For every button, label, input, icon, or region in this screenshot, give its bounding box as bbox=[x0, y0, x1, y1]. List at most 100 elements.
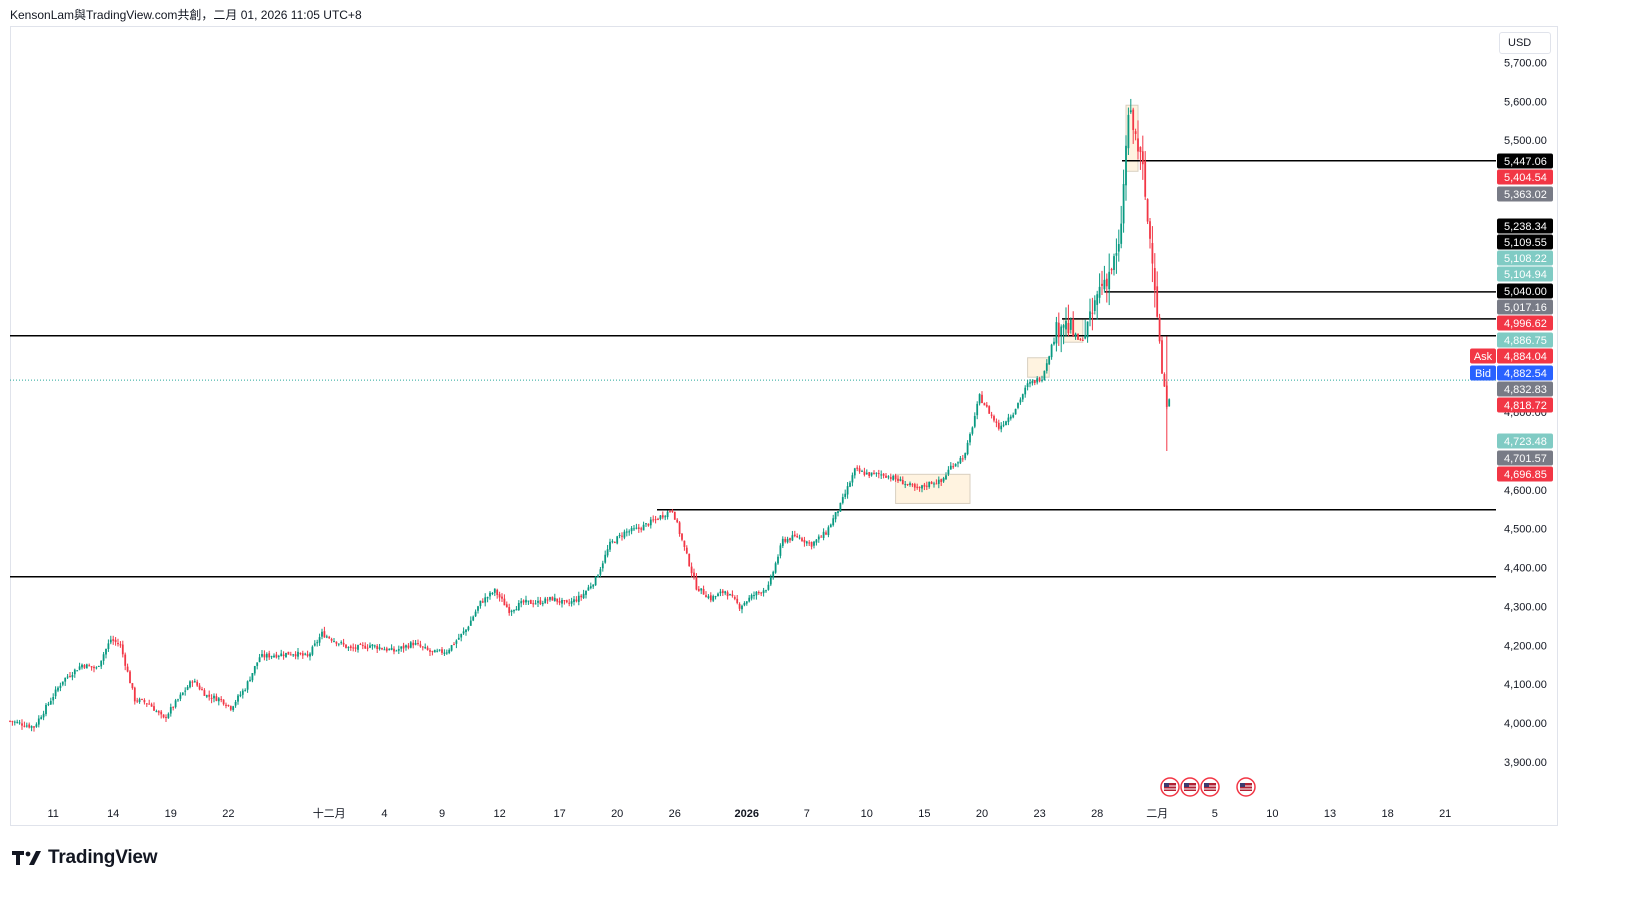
candle-body bbox=[889, 477, 892, 479]
candle-body bbox=[753, 595, 755, 597]
candle-body bbox=[253, 666, 256, 674]
candle-body bbox=[551, 596, 554, 601]
candle-body bbox=[988, 406, 991, 414]
candle-body bbox=[894, 475, 897, 480]
candle-body bbox=[954, 463, 957, 467]
candle-body bbox=[1000, 425, 1003, 430]
candle-body bbox=[693, 572, 695, 577]
candle-body bbox=[21, 723, 23, 726]
candle-body bbox=[517, 603, 520, 611]
price-label: 5,108.22 bbox=[1504, 253, 1547, 265]
candle-body bbox=[285, 652, 287, 658]
candle-body bbox=[472, 616, 475, 621]
candle-body bbox=[93, 666, 95, 669]
x-tick-label: 12 bbox=[493, 808, 505, 820]
us-flag-canton bbox=[1204, 783, 1209, 787]
candle-body bbox=[54, 689, 57, 697]
candle-body bbox=[1139, 146, 1142, 153]
candle-body bbox=[105, 648, 107, 655]
x-tick-label: 二月 bbox=[1146, 808, 1168, 820]
candle-body bbox=[424, 647, 427, 649]
candle-body bbox=[277, 655, 280, 657]
candle-body bbox=[311, 646, 314, 655]
candle-body bbox=[767, 584, 770, 590]
price-label-bg bbox=[1497, 169, 1553, 185]
candle-body bbox=[743, 602, 746, 606]
candle-body bbox=[1122, 184, 1125, 224]
candle-body bbox=[661, 515, 664, 518]
candle-body bbox=[561, 599, 563, 604]
candle-body bbox=[90, 666, 93, 668]
y-tick-label: 5,500.00 bbox=[1504, 135, 1547, 147]
candle-body bbox=[1050, 344, 1053, 358]
x-tick-label: 十二月 bbox=[313, 806, 346, 820]
candle-body bbox=[453, 644, 455, 646]
candle-body bbox=[126, 666, 129, 672]
candle-body bbox=[172, 706, 175, 708]
candle-body bbox=[83, 665, 86, 668]
candle-body bbox=[52, 697, 55, 701]
candle-body bbox=[755, 591, 758, 596]
x-tick-label: 20 bbox=[976, 808, 988, 820]
candle-body bbox=[37, 718, 40, 725]
candle-body bbox=[789, 538, 791, 541]
candle-body bbox=[961, 458, 964, 460]
candle-body bbox=[145, 703, 148, 705]
candle-body bbox=[1081, 339, 1084, 341]
candle-body bbox=[294, 654, 297, 657]
candle-body bbox=[786, 538, 789, 543]
candle-body bbox=[676, 519, 679, 523]
x-tick-label: 5 bbox=[1212, 808, 1218, 820]
candle-body bbox=[964, 453, 967, 459]
candle-body bbox=[501, 596, 503, 599]
tradingview-logo[interactable]: TradingView bbox=[12, 846, 158, 870]
candle-body bbox=[642, 524, 645, 531]
candle-body bbox=[844, 493, 847, 497]
candle-body bbox=[457, 637, 460, 640]
candle-body bbox=[1137, 138, 1139, 152]
candle-body bbox=[237, 695, 239, 702]
x-tick-label: 21 bbox=[1439, 808, 1451, 820]
candle-body bbox=[270, 656, 273, 658]
candle-body bbox=[261, 654, 263, 657]
candle-body bbox=[1038, 378, 1041, 382]
candle-body bbox=[1072, 318, 1075, 336]
candle-body bbox=[357, 645, 359, 650]
candle-body bbox=[61, 681, 64, 685]
candle-body bbox=[973, 416, 976, 427]
candle-body bbox=[426, 647, 429, 650]
candle-body bbox=[556, 598, 559, 602]
candle-body bbox=[976, 403, 979, 416]
candle-body bbox=[467, 626, 470, 630]
candle-body bbox=[9, 720, 11, 722]
price-tag-bg bbox=[1470, 365, 1496, 381]
candle-body bbox=[793, 534, 796, 537]
candle-body bbox=[796, 535, 799, 538]
price-label-bg bbox=[1497, 381, 1553, 397]
candle-body bbox=[419, 644, 422, 647]
candle-body bbox=[455, 640, 458, 644]
candle-body bbox=[527, 600, 530, 602]
chart-frame[interactable] bbox=[10, 26, 1558, 826]
price-label: 4,701.57 bbox=[1504, 453, 1547, 465]
candle-body bbox=[580, 595, 583, 598]
candle-body bbox=[798, 537, 801, 539]
candle-body bbox=[465, 629, 467, 633]
candle-body bbox=[208, 694, 211, 697]
price-label-bg bbox=[1497, 315, 1553, 331]
x-tick-label: 2026 bbox=[735, 808, 759, 820]
candle-body bbox=[71, 675, 74, 678]
candle-body bbox=[292, 654, 295, 656]
candle-body bbox=[911, 484, 914, 486]
candle-body bbox=[1149, 221, 1151, 239]
price-label-bg bbox=[1497, 234, 1553, 250]
candle-body bbox=[150, 704, 153, 707]
currency-selector[interactable]: USD bbox=[1499, 32, 1551, 54]
candle-body bbox=[822, 531, 825, 538]
candle-body bbox=[1129, 110, 1132, 113]
price-label-bg bbox=[1497, 283, 1553, 299]
candle-body bbox=[1098, 286, 1101, 298]
candle-body bbox=[383, 649, 386, 651]
candle-body bbox=[503, 598, 506, 606]
